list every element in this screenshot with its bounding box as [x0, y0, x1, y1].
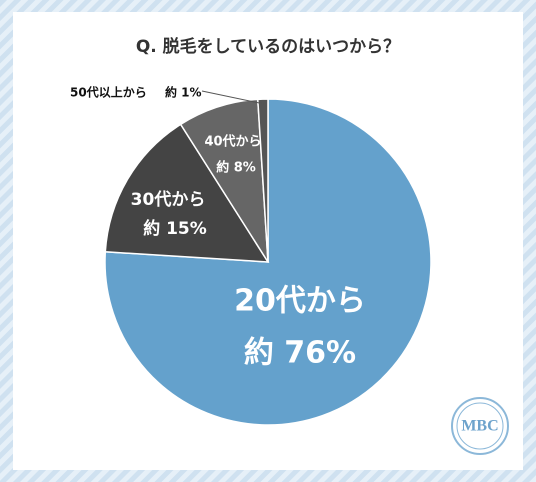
logo-ring-inner	[456, 402, 504, 450]
slice-label: 20代から	[234, 284, 366, 319]
logo: MBC	[451, 397, 509, 455]
pie-slice	[104, 98, 432, 426]
chart-title: Q. 脱毛をしているのはいつから？	[136, 36, 400, 57]
slice-label: 30代から	[131, 189, 206, 210]
value-label: 約 1%	[165, 85, 202, 100]
logo-ring	[451, 397, 509, 455]
pie-slice	[256, 98, 269, 263]
leader-line	[201, 90, 265, 105]
pie	[104, 98, 432, 426]
pie-slice	[104, 123, 270, 263]
logo-text: MBC	[461, 418, 498, 435]
slice-label: 50代以上から	[70, 85, 147, 100]
value-label: 約 8%	[216, 160, 256, 176]
value-label: 約 15%	[143, 218, 207, 239]
slice-label: 40代から	[204, 134, 261, 150]
value-label: 約 76%	[244, 336, 356, 371]
